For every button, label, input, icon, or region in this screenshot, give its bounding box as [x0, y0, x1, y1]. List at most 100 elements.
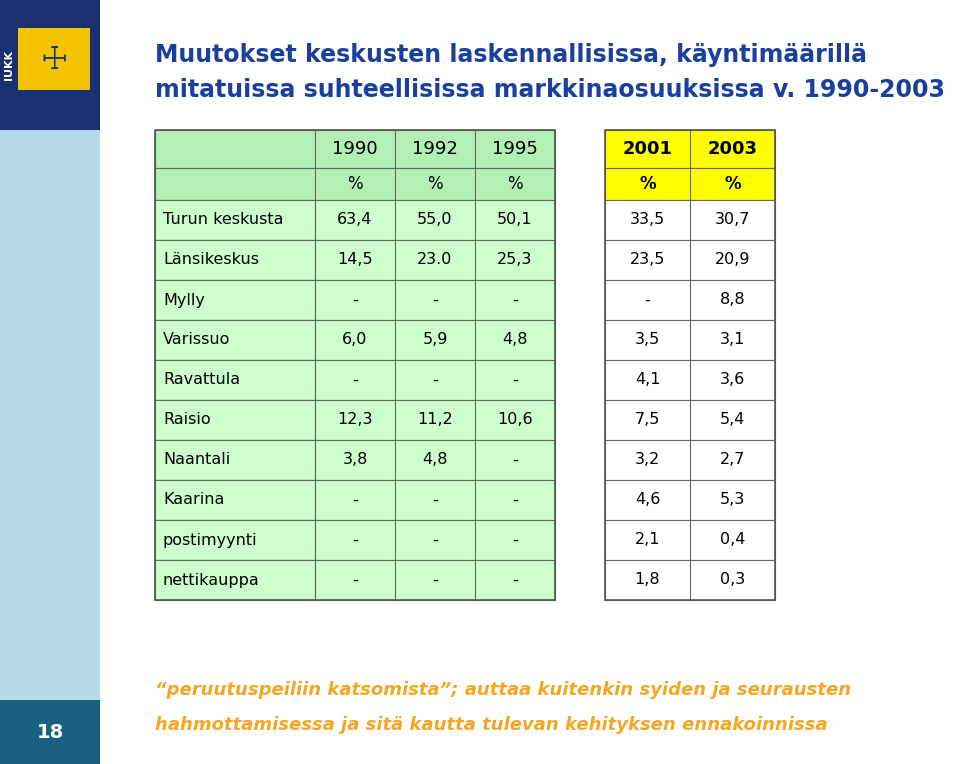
- Text: Ravattula: Ravattula: [163, 373, 240, 387]
- Text: 1990: 1990: [332, 140, 378, 158]
- Bar: [155, 240, 315, 280]
- Bar: [605, 440, 775, 480]
- Bar: [605, 360, 775, 400]
- Text: %: %: [348, 175, 363, 193]
- Text: 4,8: 4,8: [422, 452, 447, 468]
- Text: 4,6: 4,6: [635, 493, 660, 507]
- Text: Naantali: Naantali: [163, 452, 230, 468]
- Bar: [18, 10, 90, 90]
- Text: 3,8: 3,8: [343, 452, 368, 468]
- Text: 23,5: 23,5: [630, 252, 665, 267]
- Bar: [18, 10, 90, 28]
- Text: -: -: [512, 452, 517, 468]
- Text: 1,8: 1,8: [635, 572, 660, 588]
- Bar: [155, 440, 315, 480]
- Text: %: %: [507, 175, 523, 193]
- Bar: [605, 130, 775, 600]
- Text: 3,2: 3,2: [635, 452, 660, 468]
- Text: 1992: 1992: [412, 140, 458, 158]
- Bar: [155, 520, 555, 560]
- Text: -: -: [352, 293, 358, 307]
- Text: -: -: [432, 572, 438, 588]
- Bar: [605, 130, 775, 168]
- Text: 5,4: 5,4: [720, 413, 745, 428]
- Text: 4,8: 4,8: [502, 332, 528, 348]
- Text: 2003: 2003: [708, 140, 757, 158]
- Text: %: %: [724, 175, 741, 193]
- Text: 33,5: 33,5: [630, 212, 665, 228]
- Bar: [605, 240, 775, 280]
- Text: 2,7: 2,7: [720, 452, 745, 468]
- Bar: [155, 480, 315, 520]
- Bar: [605, 480, 775, 520]
- Text: 55,0: 55,0: [418, 212, 453, 228]
- Bar: [0, 700, 100, 764]
- Text: -: -: [432, 533, 438, 548]
- Text: 50,1: 50,1: [497, 212, 533, 228]
- Text: 7,5: 7,5: [635, 413, 660, 428]
- Text: -: -: [352, 493, 358, 507]
- Bar: [155, 200, 315, 240]
- Text: IUKK: IUKK: [4, 50, 14, 80]
- Text: 2,1: 2,1: [635, 533, 660, 548]
- Bar: [155, 280, 315, 320]
- Text: 20,9: 20,9: [715, 252, 751, 267]
- Text: -: -: [432, 373, 438, 387]
- Text: hahmottamisessa ja sitä kautta tulevan kehityksen ennakoinnissa: hahmottamisessa ja sitä kautta tulevan k…: [155, 716, 828, 734]
- Bar: [605, 560, 775, 600]
- Bar: [605, 200, 775, 240]
- Bar: [0, 0, 100, 764]
- Text: postimyynti: postimyynti: [163, 533, 257, 548]
- Bar: [0, 0, 100, 130]
- Text: ☩: ☩: [40, 46, 68, 75]
- Text: Varissuo: Varissuo: [163, 332, 230, 348]
- Bar: [155, 560, 555, 600]
- Bar: [155, 560, 315, 600]
- Text: “peruutuspeiliin katsomista”; auttaa kuitenkin syiden ja seurausten: “peruutuspeiliin katsomista”; auttaa kui…: [155, 681, 852, 699]
- Text: 8,8: 8,8: [720, 293, 745, 307]
- Text: -: -: [432, 293, 438, 307]
- Bar: [155, 440, 555, 480]
- Text: nettikauppa: nettikauppa: [163, 572, 260, 588]
- Text: 12,3: 12,3: [337, 413, 372, 428]
- Text: Muutokset keskusten laskennallisissa, käyntimäärillä: Muutokset keskusten laskennallisissa, kä…: [155, 43, 867, 67]
- Bar: [155, 130, 555, 168]
- Text: 14,5: 14,5: [337, 252, 372, 267]
- Bar: [605, 320, 775, 360]
- Text: -: -: [512, 572, 517, 588]
- Text: 63,4: 63,4: [337, 212, 372, 228]
- Text: 3,6: 3,6: [720, 373, 745, 387]
- Text: -: -: [512, 373, 517, 387]
- Text: 5,3: 5,3: [720, 493, 745, 507]
- Bar: [155, 520, 315, 560]
- Text: 0,3: 0,3: [720, 572, 745, 588]
- Text: -: -: [352, 572, 358, 588]
- Text: 0,4: 0,4: [720, 533, 745, 548]
- Text: Kaarina: Kaarina: [163, 493, 225, 507]
- Bar: [155, 240, 555, 280]
- Text: mitatuissa suhteellisissa markkinaosuuksissa v. 1990-2003: mitatuissa suhteellisissa markkinaosuuks…: [155, 78, 945, 102]
- Bar: [155, 360, 315, 400]
- Bar: [605, 280, 775, 320]
- Text: -: -: [352, 373, 358, 387]
- Bar: [155, 130, 555, 600]
- Bar: [155, 200, 555, 240]
- Bar: [155, 400, 555, 440]
- Text: 1995: 1995: [492, 140, 538, 158]
- Text: 23.0: 23.0: [418, 252, 453, 267]
- Text: -: -: [432, 493, 438, 507]
- Text: 2001: 2001: [622, 140, 673, 158]
- Bar: [155, 320, 555, 360]
- Bar: [155, 168, 555, 200]
- Bar: [155, 480, 555, 520]
- Text: Länsikeskus: Länsikeskus: [163, 252, 259, 267]
- Bar: [155, 320, 315, 360]
- Text: -: -: [512, 533, 517, 548]
- Text: 11,2: 11,2: [418, 413, 453, 428]
- Text: Raisio: Raisio: [163, 413, 210, 428]
- Text: %: %: [427, 175, 443, 193]
- Text: -: -: [512, 293, 517, 307]
- Text: 18: 18: [36, 723, 63, 742]
- Bar: [155, 280, 555, 320]
- Text: -: -: [352, 533, 358, 548]
